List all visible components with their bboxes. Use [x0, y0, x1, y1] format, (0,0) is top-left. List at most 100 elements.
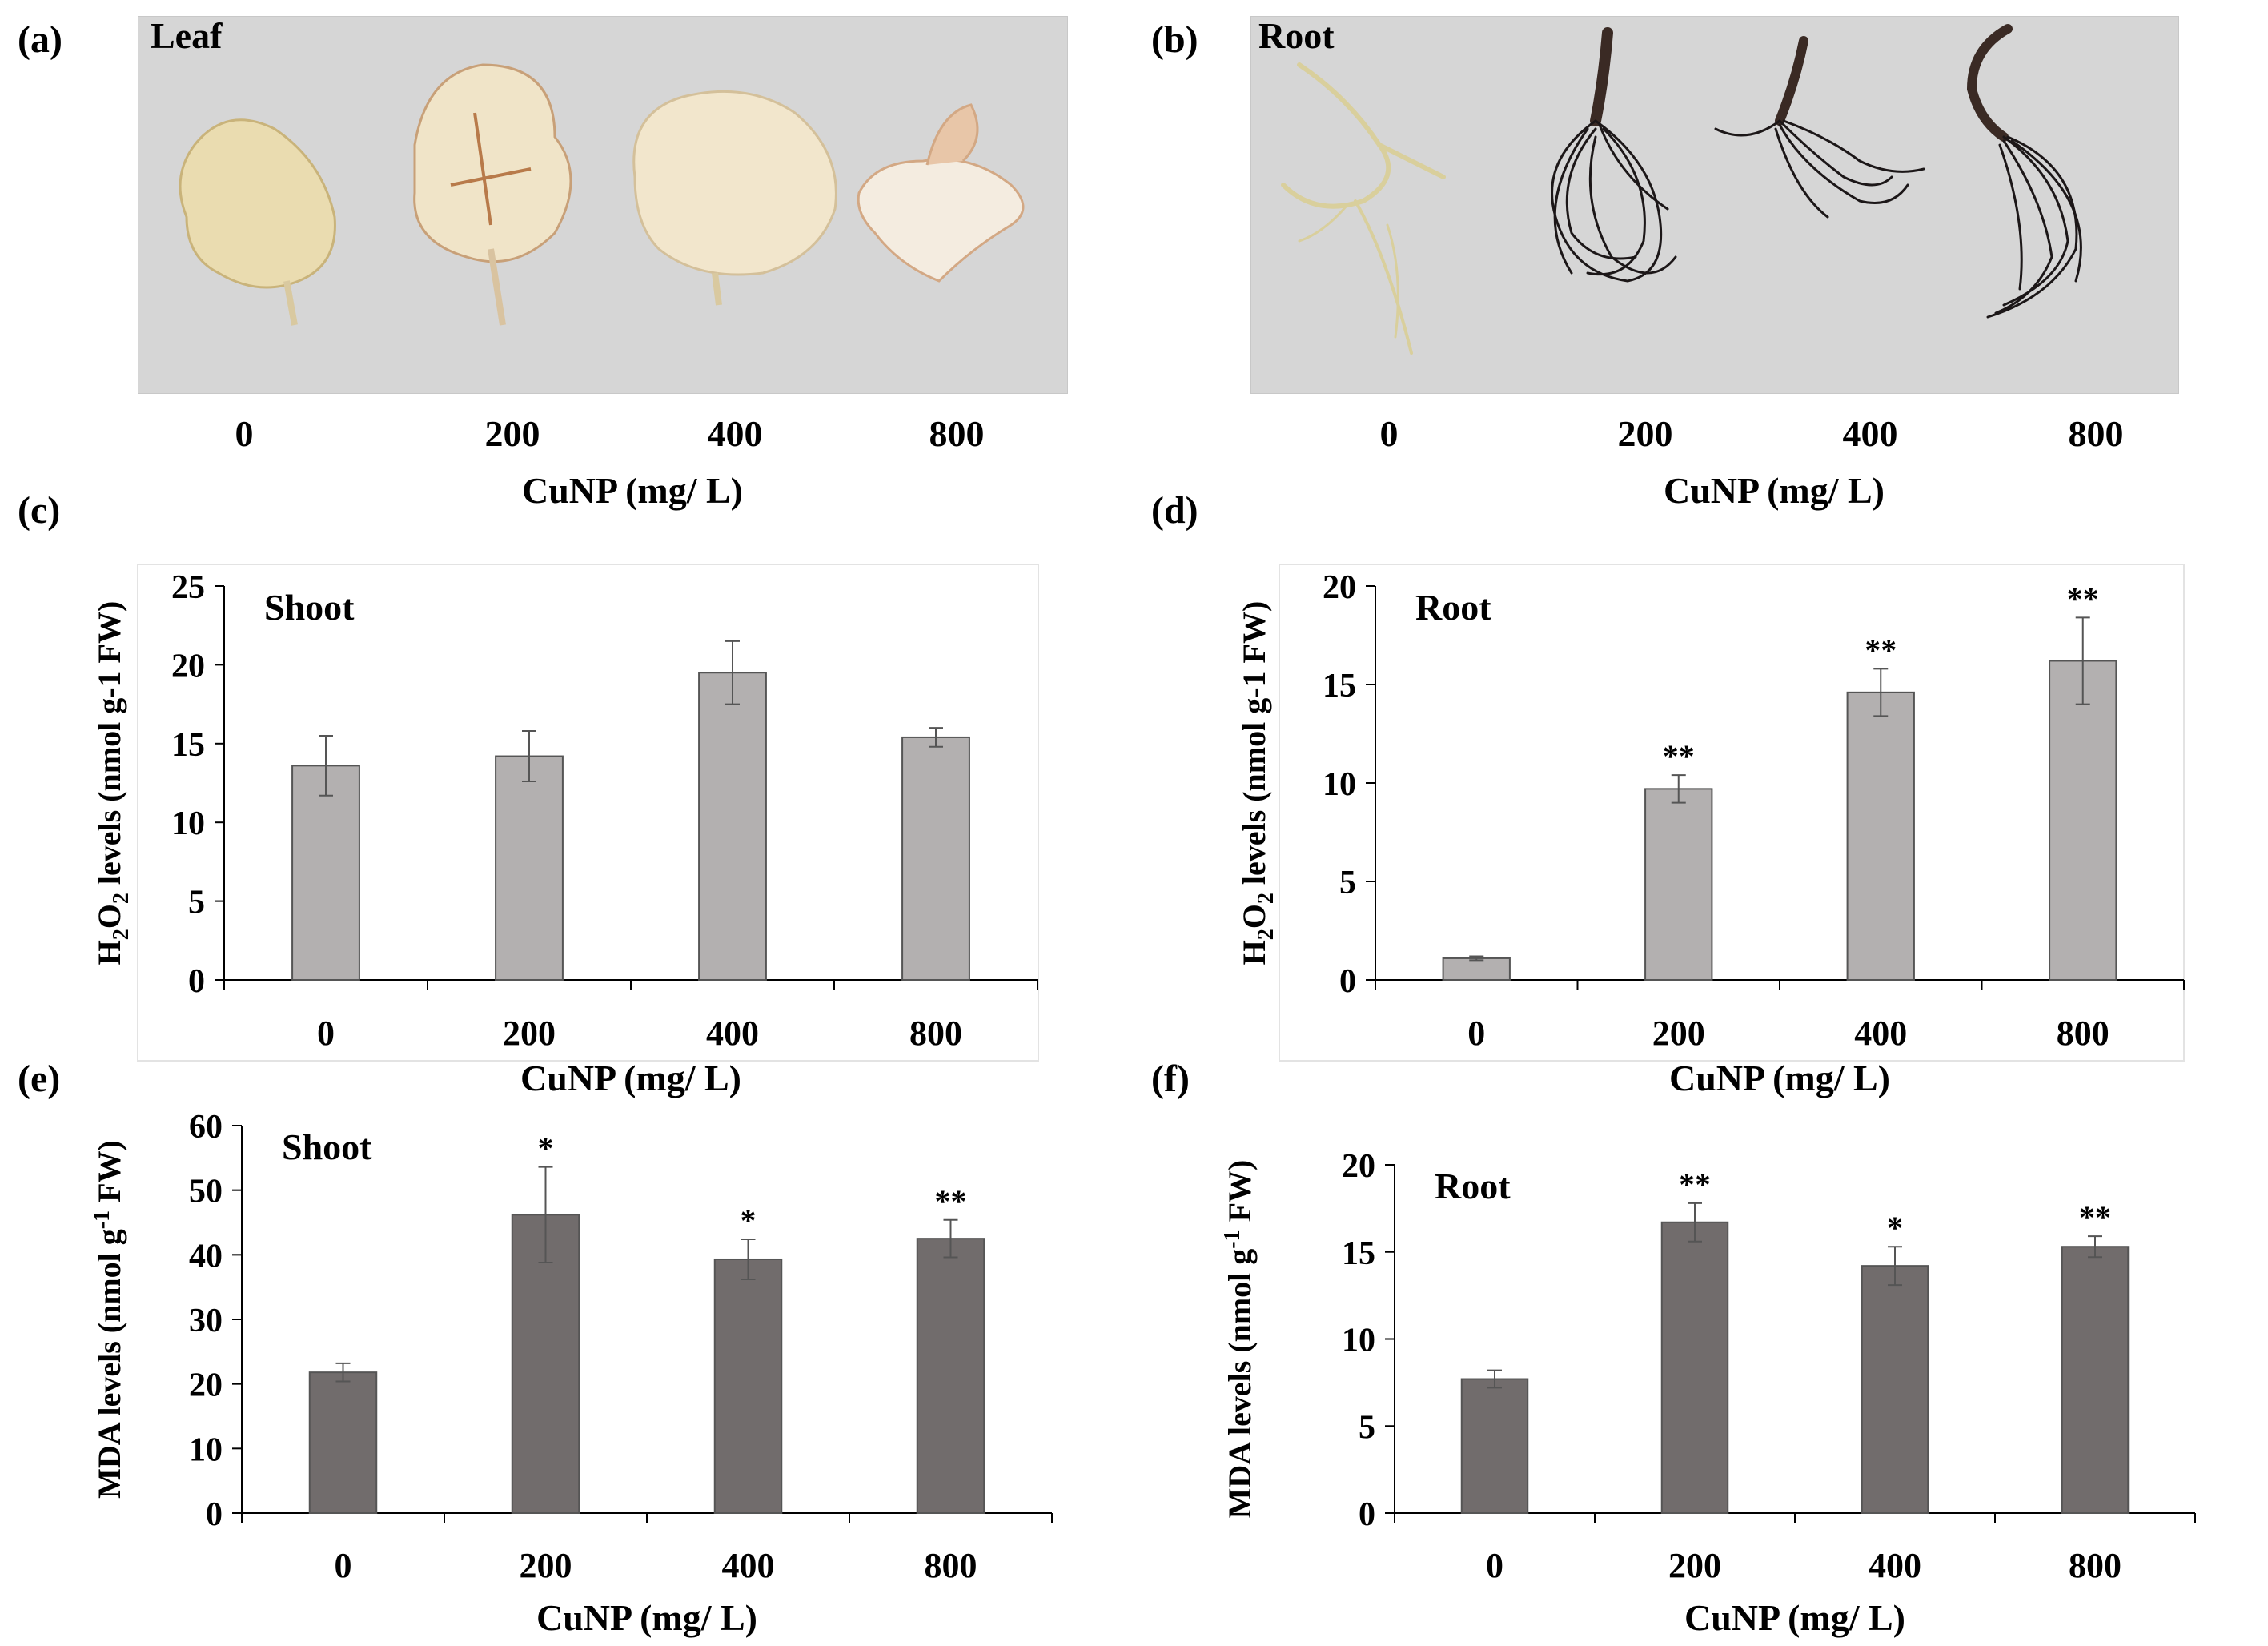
- panel-c-label: (c): [18, 489, 61, 532]
- x-axis-label: CuNP (mg/ L): [1684, 1597, 1905, 1638]
- y-tick-label: 60: [189, 1109, 223, 1146]
- y-label-part: 2: [109, 929, 134, 940]
- x-axis-label: CuNP (mg/ L): [1669, 1058, 1890, 1098]
- x-tick-label: 200: [503, 1014, 556, 1053]
- x-tick-label: 800: [909, 1014, 962, 1053]
- root-800: [1966, 24, 2082, 319]
- y-axis-label: MDA levels (nmol g-1 FW): [1220, 1160, 1258, 1519]
- leaf-xlabel: CuNP (mg/ L): [522, 470, 743, 511]
- root-dose-0: 0: [1379, 413, 1399, 454]
- significance-mark: **: [1679, 1166, 1711, 1202]
- y-tick-label: 10: [1342, 1323, 1375, 1359]
- y-label-part: 2: [109, 893, 134, 904]
- y-axis-label: H2O2 levels (nmol g-1 FW): [1236, 601, 1279, 966]
- y-tick-label: 15: [1323, 668, 1356, 705]
- significance-mark: *: [741, 1202, 757, 1239]
- x-axis-label: CuNP (mg/ L): [520, 1058, 741, 1098]
- root-200: [1551, 27, 1677, 283]
- bar-800: [901, 736, 970, 981]
- y-tick-label: 10: [171, 805, 205, 842]
- chart-frame: [1279, 564, 2185, 1062]
- bar-0: [308, 1371, 378, 1514]
- panel-f-label: (f): [1151, 1058, 1190, 1100]
- significance-mark: *: [1887, 1210, 1903, 1246]
- x-tick-label: 200: [1652, 1014, 1705, 1053]
- y-tick-label: 20: [171, 648, 205, 684]
- significance-mark: **: [2067, 580, 2099, 616]
- x-tick-label: 200: [1668, 1546, 1721, 1585]
- y-tick-label: 0: [188, 963, 205, 1000]
- root-dose-400: 400: [1842, 413, 1898, 454]
- leaf-photo-title: Leaf: [151, 15, 223, 56]
- x-tick-label: 400: [722, 1546, 775, 1585]
- x-tick-label: 800: [2057, 1014, 2109, 1053]
- chart-title: Shoot: [282, 1126, 372, 1167]
- leaf-800: [857, 103, 1025, 283]
- y-label-part: MDA levels (nmol g: [1222, 1249, 1258, 1519]
- y-tick-label: 50: [189, 1174, 223, 1210]
- leaf-0: [179, 118, 336, 326]
- significance-mark: **: [1663, 738, 1695, 774]
- y-label-part: MDA levels (nmol g: [91, 1229, 127, 1499]
- significance-mark: **: [2079, 1199, 2111, 1235]
- panel-b-label: (b): [1151, 18, 1198, 61]
- leaf-200: [413, 63, 572, 326]
- y-label-part: FW): [91, 1140, 127, 1210]
- x-tick-label: 800: [925, 1546, 977, 1585]
- x-tick-label: 0: [1467, 1014, 1485, 1053]
- y-tick-label: 20: [189, 1367, 223, 1404]
- y-tick-label: 0: [206, 1496, 223, 1533]
- bar-200: [1644, 788, 1713, 981]
- significance-mark: *: [538, 1130, 554, 1166]
- bar-400: [713, 1258, 783, 1514]
- y-axis-label: MDA levels (nmol g-1 FW): [90, 1140, 127, 1499]
- x-tick-label: 0: [317, 1014, 335, 1053]
- significance-mark: **: [1865, 632, 1897, 668]
- y-label-part: O: [1236, 904, 1272, 929]
- x-tick-label: 0: [335, 1546, 352, 1585]
- x-tick-label: 0: [1486, 1546, 1503, 1585]
- y-label-part: 2: [1254, 929, 1279, 940]
- leaf-dose-200: 200: [484, 413, 540, 454]
- leaf-dose-400: 400: [707, 413, 763, 454]
- y-tick-label: 30: [189, 1303, 223, 1339]
- significance-mark: **: [935, 1183, 967, 1219]
- y-label-part: -1: [1220, 1230, 1245, 1248]
- panel-a-label: (a): [18, 18, 62, 61]
- x-tick-label: 400: [1854, 1014, 1907, 1053]
- bar-200: [511, 1214, 580, 1514]
- y-label-part: levels (nmol g-1 FW): [91, 601, 127, 893]
- y-label-part: H: [91, 940, 127, 965]
- y-axis-label: H2O2 levels (nmol g-1 FW): [91, 601, 134, 966]
- chart-title: Shoot: [264, 587, 355, 628]
- leaf-illustration: [179, 63, 1025, 326]
- bar-200: [1660, 1221, 1729, 1515]
- x-tick-label: 800: [2069, 1546, 2121, 1585]
- y-tick-label: 15: [171, 727, 205, 764]
- panel-d-label: (d): [1151, 489, 1198, 532]
- x-tick-label: 400: [1869, 1546, 1921, 1585]
- x-tick-label: 200: [520, 1546, 572, 1585]
- bar-800: [2049, 660, 2117, 981]
- y-tick-label: 15: [1342, 1235, 1375, 1272]
- leaf-dose-0: 0: [235, 413, 254, 454]
- y-tick-label: 10: [189, 1431, 223, 1468]
- y-tick-label: 20: [1342, 1148, 1375, 1185]
- y-label-part: H: [1236, 940, 1272, 965]
- x-axis-label: CuNP (mg/ L): [536, 1597, 757, 1638]
- y-label-part: levels (nmol g-1 FW): [1236, 601, 1272, 893]
- y-label-part: -1: [90, 1210, 114, 1229]
- root-photo: [1250, 16, 2179, 394]
- bar-0: [1442, 957, 1511, 981]
- leaf-photo: [138, 16, 1068, 394]
- bar-400: [698, 672, 767, 981]
- chart-frame: [137, 564, 1039, 1062]
- bar-0: [291, 765, 360, 981]
- y-tick-label: 5: [1339, 865, 1356, 901]
- bar-400: [1846, 691, 1915, 982]
- y-tick-label: 5: [188, 885, 205, 921]
